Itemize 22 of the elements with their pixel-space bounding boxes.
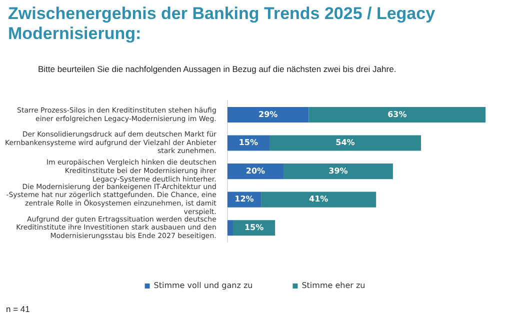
chart-subtitle: Bitte beurteilen Sie die nachfolgenden Aussagen in Bezug auf die nächsten zwei bis drei Jahre. (38, 64, 396, 74)
legend-label: Stimme voll und ganz zu (154, 281, 253, 290)
bar (227, 135, 270, 151)
legend-label: Stimme eher zu (302, 281, 366, 290)
bar (227, 106, 309, 123)
data-label: 63% (388, 110, 407, 119)
bar (269, 135, 422, 151)
bar (227, 220, 234, 236)
data-label: 12% (234, 194, 254, 204)
data-label: 20% (246, 166, 266, 176)
bar (261, 192, 376, 208)
bar (308, 106, 486, 123)
bar (227, 164, 284, 180)
data-label: 54% (336, 138, 355, 148)
bar (284, 164, 393, 180)
data-label: 15% (244, 222, 264, 232)
text: n = 41 (6, 304, 30, 314)
data-label: 41% (309, 194, 328, 204)
data-label: 15% (238, 138, 258, 148)
data-label: 29% (258, 110, 278, 119)
chart-title: Zwischenergebnis der Banking Trends 2025 / Legacy Modernisierung: (8, 4, 436, 44)
data-label: 39% (328, 166, 348, 176)
